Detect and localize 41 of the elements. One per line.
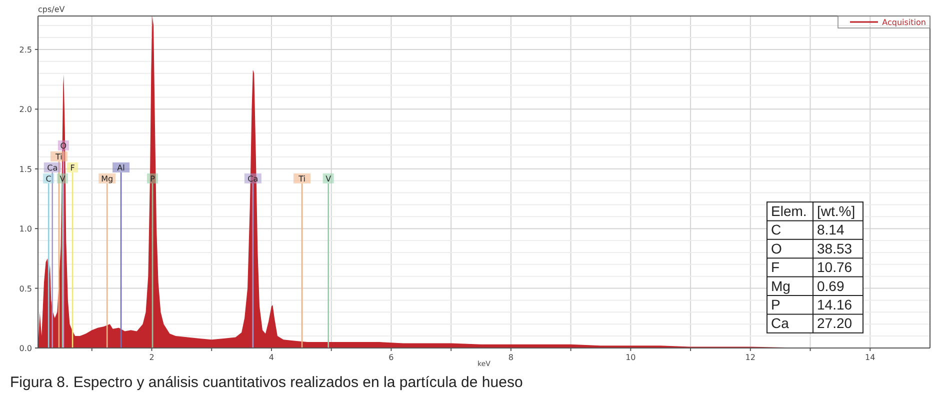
category-label: Mg — [771, 278, 790, 294]
ref-line-label: V — [326, 174, 332, 184]
text: 14.16 — [817, 296, 852, 312]
x-tick-label: 8 — [508, 353, 514, 362]
x-tick-label: 6 — [388, 353, 394, 362]
ref-line-label: P — [150, 174, 156, 184]
category-label: P — [771, 296, 780, 312]
y-tick-label: 0.5 — [19, 284, 32, 294]
ref-line-label: C — [46, 174, 52, 184]
y-axis-title: cps/eV — [38, 5, 66, 14]
text: 0.69 — [817, 278, 844, 294]
text: 27.20 — [817, 315, 852, 332]
text: Elem. — [771, 203, 807, 219]
text: 38.53 — [817, 240, 852, 256]
ref-line-label: Ti — [298, 174, 306, 184]
ref-line-label: Mg — [101, 174, 114, 184]
y-tick-label: 1.0 — [19, 224, 32, 234]
ref-line-label: F — [70, 163, 76, 172]
x-tick-label: 2 — [149, 353, 154, 362]
category-label: C — [771, 222, 782, 238]
ref-line-label: O — [60, 141, 67, 150]
x-tick-label: 4 — [268, 353, 274, 362]
category-label: F — [771, 259, 780, 276]
x-tick-label: 10 — [626, 353, 636, 362]
ref-line-label: V — [60, 174, 66, 184]
y-tick-label: 0.0 — [19, 344, 32, 353]
ref-line-label: Ca — [47, 163, 58, 172]
y-tick-label: 2.5 — [19, 45, 32, 54]
text: Acquisition — [882, 18, 926, 27]
category-label: O — [771, 240, 782, 256]
ref-line-label: Ti — [54, 152, 62, 162]
text: 8.14 — [817, 222, 844, 238]
ref-line-label: Al — [117, 163, 125, 172]
category-label: Ca — [771, 315, 790, 332]
x-tick-label: 14 — [865, 353, 876, 362]
y-tick-label: 1.5 — [19, 164, 32, 174]
text: Figura 8. Espectro y análisis cuantitativos realizados en la partícula de hueso — [10, 374, 523, 391]
text: 10.76 — [817, 259, 852, 276]
x-tick-label: 12 — [745, 353, 756, 362]
y-tick-label: 2.0 — [19, 105, 32, 114]
text: [wt.%] — [817, 203, 856, 219]
